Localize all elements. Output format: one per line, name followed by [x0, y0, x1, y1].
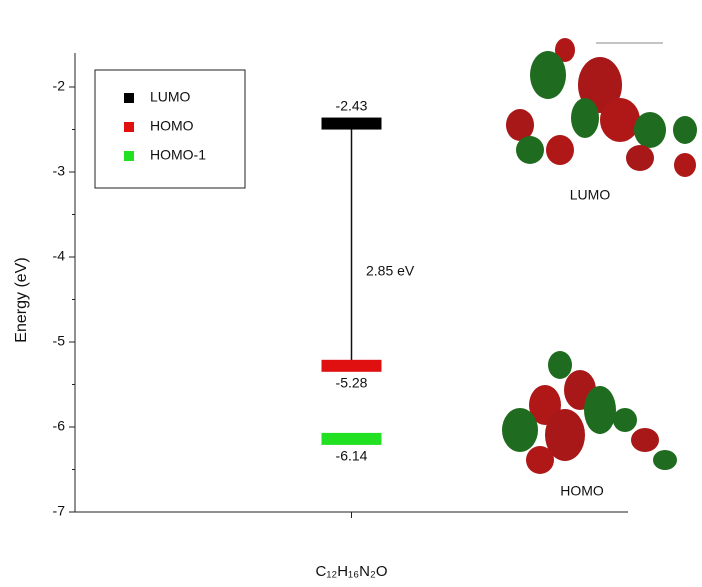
y-tick-label: -5 — [53, 333, 66, 349]
gap-label: 2.85 eV — [366, 263, 415, 279]
value-label: -2.43 — [336, 97, 368, 113]
legend-label: HOMO — [150, 118, 194, 134]
y-tick-label: -3 — [53, 163, 66, 179]
energy-level-bar — [322, 360, 382, 372]
legend-swatch — [124, 93, 134, 103]
image-label: HOMO — [560, 483, 604, 499]
energy-level-bar — [322, 118, 382, 130]
y-tick-label: -6 — [53, 418, 66, 434]
homo-orbital-image — [502, 351, 677, 474]
y-tick-label: -2 — [53, 78, 66, 94]
x-tick-label: C₁₂H₁₆N₂O — [316, 563, 388, 580]
value-label: -6.14 — [336, 448, 368, 464]
image-label: LUMO — [570, 187, 611, 203]
legend-label: HOMO-1 — [150, 147, 206, 163]
value-label: -5.28 — [336, 375, 368, 391]
y-tick-label: -7 — [53, 503, 66, 519]
lumo-orbital-image — [506, 38, 697, 177]
legend-swatch — [124, 151, 134, 161]
legend-swatch — [124, 122, 134, 132]
y-axis-label: Energy (eV) — [13, 257, 30, 342]
y-tick-label: -4 — [53, 248, 66, 264]
legend-label: LUMO — [150, 89, 191, 105]
energy-level-bar — [322, 433, 382, 445]
chart: LUMO HOMO Energy (eV) 2.85 eV -7 -6 -5 -4 -3… — [0, 0, 702, 587]
